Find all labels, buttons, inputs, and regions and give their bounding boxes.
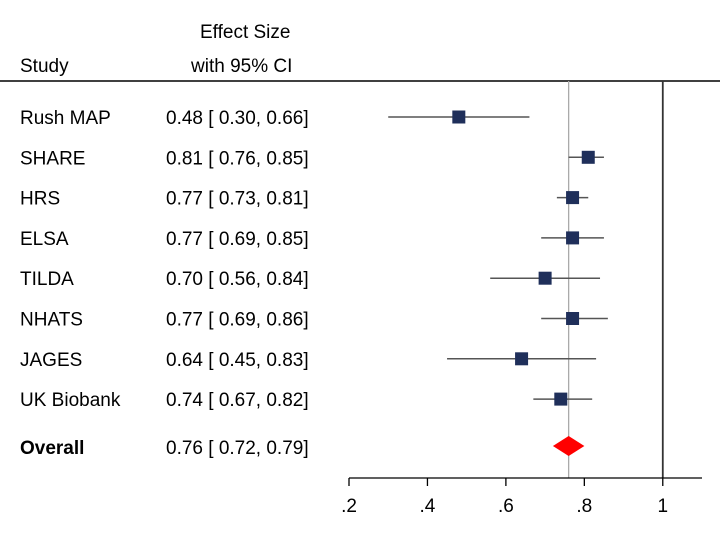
header-effect-label-2: with 95% CI [190,56,292,77]
study-label: HRS [20,189,60,210]
study-label: ELSA [20,229,69,250]
study-label: Rush MAP [20,108,111,129]
study-effect-marker [538,271,552,285]
study-ci-text: 0.48 [ 0.30, 0.66] [166,108,309,129]
overall-ci-text: 0.76 [ 0.72, 0.79] [166,438,309,459]
overall-label: Overall [20,438,84,459]
study-effect-marker [515,352,529,366]
study-rows: Rush MAP 0.48 [ 0.30, 0.66] SHARE 0.81 [ 0.… [20,108,309,411]
study-effect-marker [566,312,580,325]
study-effect-marker [581,150,595,164]
study-ci-text: 0.81 [ 0.76, 0.85] [166,148,309,169]
x-axis-tick-label: .8 [576,496,592,517]
study-effect-marker [452,110,466,124]
study-label: UK Biobank [20,390,121,411]
study-label: SHARE [20,148,85,169]
study-effect-marker [566,191,580,205]
x-axis-tick-label: .6 [498,496,514,517]
header-study-label: Study [20,56,69,77]
study-label: JAGES [20,350,82,371]
header-effect-label-1: Effect Size [200,22,290,43]
study-label: NHATS [20,310,83,331]
study-effect-marker [554,392,568,406]
x-axis-tick-label: 1 [657,496,668,517]
x-axis: .2 .4 .6 .8 1 [341,477,702,517]
x-axis-tick-label: .2 [341,496,357,517]
study-ci-text: 0.77 [ 0.69, 0.86] [166,310,309,331]
study-effect-marker [566,231,580,245]
study-label: TILDA [20,269,74,290]
study-ci-text: 0.74 [ 0.67, 0.82] [166,390,309,411]
reference-lines [567,81,664,478]
study-ci-text: 0.70 [ 0.56, 0.84] [166,269,309,290]
study-ci-text: 0.77 [ 0.73, 0.81] [166,189,309,210]
study-marks [388,110,608,456]
overall-diamond [552,436,585,456]
study-ci-text: 0.64 [ 0.45, 0.83] [166,350,309,371]
x-axis-tick-label: .4 [420,496,436,517]
study-ci-text: 0.77 [ 0.69, 0.85] [166,229,309,250]
